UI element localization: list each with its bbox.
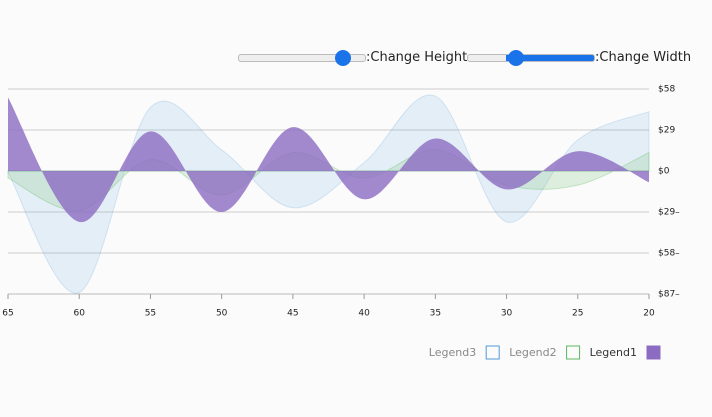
width-slider[interactable] (467, 53, 595, 62)
legend-label: Legend3 (429, 346, 476, 359)
x-tick-label: 30 (501, 309, 513, 319)
legend-label: Legend2 (509, 346, 556, 359)
x-tick-label: 50 (216, 309, 228, 319)
legend-swatch (646, 345, 661, 360)
area-series (8, 97, 649, 223)
legend-swatch (566, 345, 581, 360)
x-tick-label: 25 (572, 309, 583, 319)
x-tick-label: 40 (358, 309, 370, 319)
width-control: :Change Width (467, 50, 691, 65)
y-tick-label: $29 (658, 126, 675, 136)
width-label: :Change Width (595, 50, 692, 65)
x-tick-label: 35 (430, 309, 441, 319)
x-tick-label: 20 (643, 309, 655, 319)
x-tick-label: 45 (287, 309, 298, 319)
y-tick-label: $58 (658, 85, 675, 95)
y-tick-label: $87– (658, 290, 680, 300)
x-tick-label: 55 (145, 309, 156, 319)
x-tick-label: 65 (2, 309, 13, 319)
y-tick-label: $58– (658, 249, 680, 259)
legend-swatch (485, 345, 500, 360)
height-control: :Change Height (238, 50, 467, 65)
y-tick-label: $0 (658, 167, 670, 177)
legend-label: Legend1 (590, 346, 637, 359)
x-tick-label: 60 (73, 309, 85, 319)
height-label: :Change Height (366, 50, 468, 65)
height-slider[interactable] (238, 53, 366, 62)
y-tick-label: $29– (658, 208, 680, 218)
